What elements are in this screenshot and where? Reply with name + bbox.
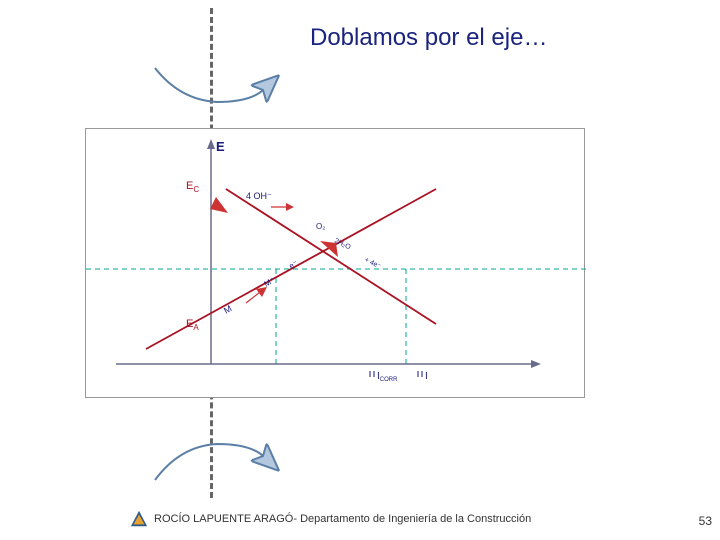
- label-ec: EC: [186, 180, 199, 194]
- tick-i: I: [425, 371, 428, 382]
- tick-icorr: ICORR: [377, 371, 398, 383]
- label-4e: + 4e⁻: [363, 257, 382, 271]
- fold-arrow-top: [145, 60, 285, 121]
- evans-diagram: E EC EA 4 OH⁻ O₂ 2H₂O + 4e⁻ M M⁺ e⁻ ICOR…: [86, 129, 586, 399]
- axis-label-e: E: [216, 139, 225, 154]
- page-title: Doblamos por el eje…: [310, 24, 547, 52]
- footer: ROCÍO LAPUENTE ARAGÓ- Departamento de In…: [130, 510, 531, 528]
- cathodic-line: [226, 189, 436, 324]
- evans-diagram-box: E EC EA 4 OH⁻ O₂ 2H₂O + 4e⁻ M M⁺ e⁻ ICOR…: [85, 128, 585, 398]
- footer-logo-icon: [130, 510, 148, 528]
- page-number: 53: [699, 514, 712, 528]
- fold-arrow-bottom: [145, 432, 285, 493]
- footer-text: ROCÍO LAPUENTE ARAGÓ- Departamento de In…: [154, 513, 531, 525]
- label-m: M: [222, 303, 233, 315]
- label-4oh: 4 OH⁻: [246, 191, 272, 201]
- label-o2: O₂: [316, 222, 325, 231]
